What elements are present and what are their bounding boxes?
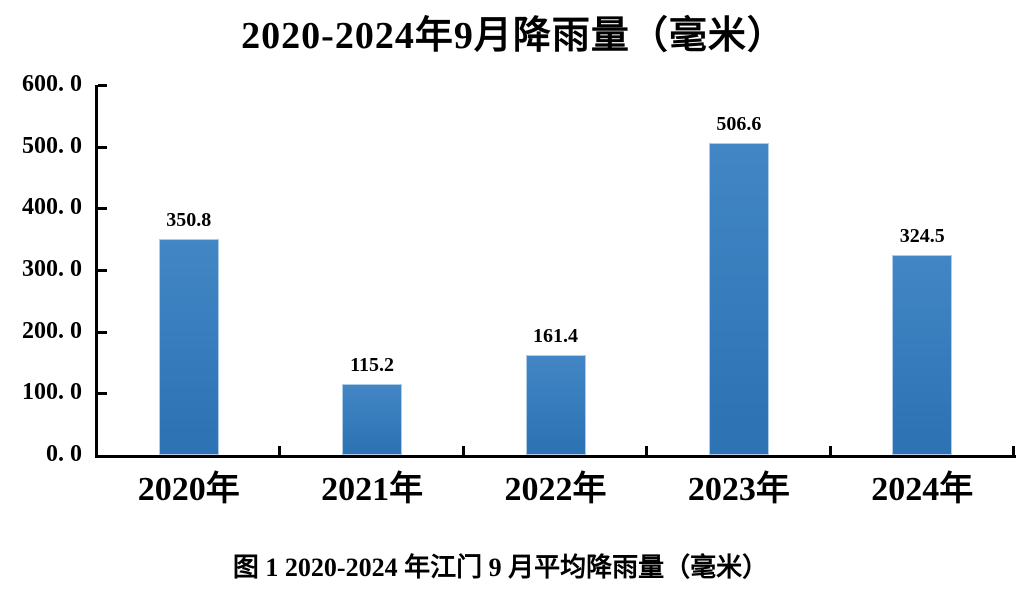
bar-value-label: 350.8 <box>166 208 212 231</box>
x-axis-label: 2024年 <box>871 471 974 508</box>
x-axis-label: 2020年 <box>137 471 240 508</box>
y-axis-line <box>95 85 98 458</box>
x-axis-tick <box>1012 446 1015 455</box>
y-axis-tick-label: 600. 0 <box>22 71 82 97</box>
x-axis-label: 2023年 <box>687 471 790 508</box>
x-axis-label: 2022年 <box>504 471 607 508</box>
y-axis-tick-label: 300. 0 <box>22 256 82 282</box>
bar-2020年 <box>158 238 219 455</box>
y-axis-tick-label: 200. 0 <box>22 317 82 344</box>
chart-title: 2020-2024年9月降雨量（毫米） <box>241 15 786 57</box>
y-axis-tick-label: 0. 0 <box>46 441 82 467</box>
bar-value-label: 115.2 <box>350 353 395 376</box>
y-axis-tick <box>98 330 107 334</box>
bar-value-label: 161.4 <box>533 325 578 348</box>
bar-2021年 <box>342 383 403 455</box>
x-axis-tick <box>828 446 832 455</box>
x-axis-label: 2021年 <box>321 471 424 508</box>
y-axis-tick-label: 500. 0 <box>22 132 82 159</box>
bar-2023年 <box>708 142 769 455</box>
bar-2024年 <box>892 254 953 455</box>
y-axis-tick <box>98 269 107 272</box>
x-axis-tick <box>461 446 465 455</box>
y-axis-tick <box>98 145 107 149</box>
y-axis-tick <box>98 392 107 396</box>
x-axis-line <box>95 455 1016 458</box>
bar-2022年 <box>525 355 586 455</box>
figure-caption: 图 1 2020-2024 年江门 9 月平均降雨量（毫米） <box>232 553 769 582</box>
y-axis-tick-label: 100. 0 <box>22 379 82 406</box>
x-axis-tick <box>645 446 649 455</box>
y-axis-tick <box>98 207 107 211</box>
x-axis-tick <box>278 446 282 455</box>
y-axis-tick-label: 400. 0 <box>22 194 82 221</box>
bar-value-label: 506.6 <box>716 112 762 135</box>
bar-value-label: 324.5 <box>899 224 945 247</box>
y-axis-tick <box>98 84 107 87</box>
